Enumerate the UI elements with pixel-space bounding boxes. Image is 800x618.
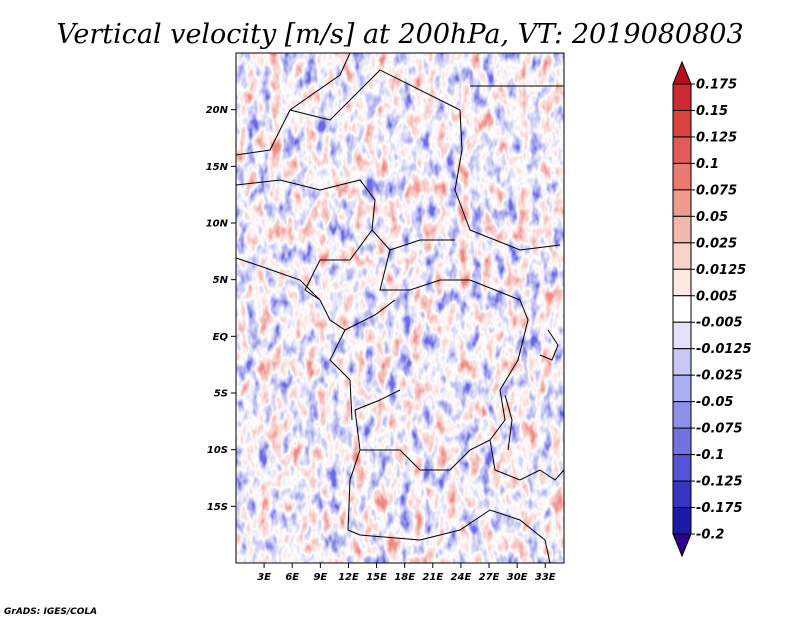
colorbar-band — [672, 268, 692, 297]
chart-title: Vertical velocity [m/s] at 200hPa, VT: 2… — [56, 19, 743, 50]
colorbar-band — [672, 321, 692, 350]
colorbar-band — [672, 136, 692, 164]
x-tick-label: 15E — [366, 572, 387, 583]
grads-credit: GrADS: IGES/COLA — [4, 607, 97, 617]
colorbar-label: -0.2 — [696, 528, 724, 543]
x-tick-label: 30E — [507, 572, 528, 583]
y-tick-label: 10S — [207, 445, 228, 456]
x-tick-label: 18E — [394, 572, 415, 583]
colorbar-label: -0.125 — [696, 475, 743, 490]
colorbar-label: -0.025 — [696, 369, 743, 384]
colorbar-band — [672, 215, 692, 244]
colorbar-band — [672, 454, 692, 482]
x-tick-label: 6E — [285, 572, 299, 583]
x-tick-label: 27E — [479, 572, 500, 583]
colorbar-legend: 0.175 0.15 0.125 0.1 0.075 0.05 0.025 0.0125 0.0… — [672, 60, 752, 558]
plot-frame — [235, 52, 565, 564]
y-tick-label: 5N — [213, 275, 229, 286]
colorbar-band — [672, 109, 692, 138]
x-tick-label: 12E — [338, 572, 359, 583]
colorbar-band — [672, 189, 692, 217]
colorbar-label: -0.175 — [696, 501, 743, 516]
colorbar-bottom-arrow — [672, 533, 692, 558]
colorbar-label: 0.05 — [696, 210, 728, 225]
colorbar-label: 0.005 — [696, 289, 737, 304]
colorbar-band — [672, 162, 692, 191]
colorbar-label: 0.075 — [696, 183, 737, 198]
y-tick-label: 20N — [206, 105, 229, 116]
country-borders — [236, 53, 564, 563]
colorbar-label: -0.1 — [696, 448, 724, 463]
colorbar-label: -0.05 — [696, 395, 733, 410]
colorbar-band — [672, 374, 692, 403]
y-tick-label: EQ — [213, 332, 229, 343]
colorbar-label: 0.175 — [696, 78, 737, 93]
y-tick-label: 15S — [207, 502, 228, 513]
colorbar-band — [672, 83, 692, 111]
colorbar-label: -0.005 — [696, 316, 743, 331]
x-tick-label: 3E — [257, 572, 271, 583]
colorbar-label: 0.15 — [696, 104, 728, 119]
colorbar-label: 0.025 — [696, 236, 737, 251]
y-axis: 20N 15N 10N 5N EQ 5S 10S 15S — [206, 105, 236, 513]
colorbar-band — [672, 401, 692, 429]
x-tick-label: 21E — [422, 572, 443, 583]
y-tick-label: 5S — [214, 389, 228, 400]
colorbar-band — [672, 427, 692, 456]
colorbar-label: -0.075 — [696, 422, 743, 437]
x-axis: 3E 6E 9E 12E 15E 18E 21E 24E 27E 30E 33E — [257, 563, 556, 583]
y-tick-label: 15N — [206, 162, 229, 173]
x-tick-label: 24E — [451, 572, 472, 583]
colorbar-band — [672, 348, 692, 376]
y-tick-label: 10N — [206, 219, 229, 230]
colorbar-label: 0.0125 — [696, 263, 746, 278]
colorbar-band — [672, 480, 692, 509]
x-tick-label: 33E — [535, 572, 556, 583]
colorbar-top-arrow — [672, 60, 692, 85]
velocity-field — [236, 53, 564, 563]
colorbar-label: 0.1 — [696, 157, 719, 172]
colorbar-band — [672, 295, 692, 323]
colorbar-label: 0.125 — [696, 130, 737, 145]
colorbar-label: -0.0125 — [696, 342, 752, 357]
colorbar-band — [672, 242, 692, 270]
plot-area — [236, 53, 564, 563]
x-tick-label: 9E — [313, 572, 327, 583]
colorbar-band — [672, 507, 692, 535]
